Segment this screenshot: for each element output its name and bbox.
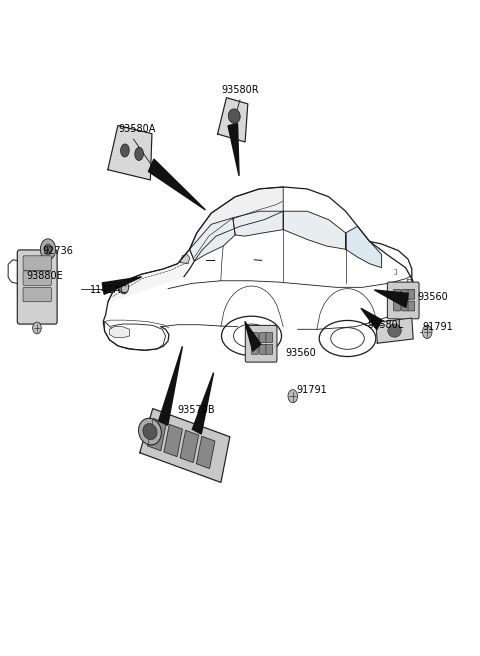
Polygon shape bbox=[184, 187, 283, 277]
FancyBboxPatch shape bbox=[245, 325, 277, 362]
Text: 93880E: 93880E bbox=[26, 270, 63, 281]
Polygon shape bbox=[407, 279, 412, 289]
FancyBboxPatch shape bbox=[387, 282, 419, 319]
FancyBboxPatch shape bbox=[408, 289, 415, 299]
Ellipse shape bbox=[143, 424, 157, 440]
Polygon shape bbox=[140, 409, 230, 482]
FancyBboxPatch shape bbox=[394, 301, 400, 311]
FancyBboxPatch shape bbox=[266, 344, 273, 354]
Polygon shape bbox=[374, 290, 408, 308]
Polygon shape bbox=[233, 211, 283, 236]
FancyBboxPatch shape bbox=[408, 301, 415, 311]
Text: 92736: 92736 bbox=[42, 245, 73, 256]
Polygon shape bbox=[164, 424, 182, 457]
FancyBboxPatch shape bbox=[17, 250, 57, 324]
Polygon shape bbox=[217, 98, 248, 142]
Polygon shape bbox=[196, 436, 215, 468]
Text: 93580R: 93580R bbox=[221, 85, 259, 95]
Circle shape bbox=[33, 322, 41, 334]
FancyBboxPatch shape bbox=[402, 289, 408, 299]
Text: 93580L: 93580L bbox=[367, 319, 404, 330]
FancyBboxPatch shape bbox=[23, 256, 51, 270]
FancyBboxPatch shape bbox=[260, 333, 266, 342]
Text: 91791: 91791 bbox=[422, 321, 453, 332]
Polygon shape bbox=[228, 123, 239, 176]
Polygon shape bbox=[346, 226, 382, 268]
Text: 1141AC: 1141AC bbox=[90, 285, 128, 295]
Circle shape bbox=[119, 281, 129, 294]
Polygon shape bbox=[192, 373, 214, 434]
Circle shape bbox=[44, 244, 52, 255]
Polygon shape bbox=[108, 249, 194, 302]
Text: 91791: 91791 bbox=[297, 384, 327, 395]
Polygon shape bbox=[108, 125, 152, 180]
Polygon shape bbox=[245, 321, 261, 351]
FancyBboxPatch shape bbox=[402, 301, 408, 311]
Circle shape bbox=[422, 325, 432, 338]
Polygon shape bbox=[361, 308, 382, 330]
Polygon shape bbox=[180, 255, 190, 264]
FancyBboxPatch shape bbox=[252, 344, 258, 354]
Polygon shape bbox=[148, 419, 166, 451]
Polygon shape bbox=[190, 218, 235, 261]
Ellipse shape bbox=[388, 324, 401, 337]
Circle shape bbox=[40, 239, 56, 260]
Text: 93560: 93560 bbox=[418, 291, 448, 302]
Ellipse shape bbox=[120, 144, 129, 157]
Text: 93580A: 93580A bbox=[118, 125, 156, 134]
Polygon shape bbox=[180, 430, 199, 462]
Ellipse shape bbox=[228, 109, 240, 123]
Polygon shape bbox=[376, 318, 413, 343]
Polygon shape bbox=[109, 327, 130, 338]
FancyBboxPatch shape bbox=[23, 271, 51, 285]
FancyBboxPatch shape bbox=[394, 289, 400, 299]
Ellipse shape bbox=[139, 419, 161, 445]
FancyBboxPatch shape bbox=[266, 333, 273, 342]
Polygon shape bbox=[283, 211, 346, 249]
Polygon shape bbox=[159, 346, 182, 425]
Text: 93560: 93560 bbox=[286, 348, 316, 358]
Text: 93570B: 93570B bbox=[178, 405, 215, 415]
Polygon shape bbox=[148, 159, 205, 210]
FancyBboxPatch shape bbox=[260, 344, 266, 354]
FancyBboxPatch shape bbox=[23, 287, 51, 302]
Circle shape bbox=[288, 390, 298, 403]
Polygon shape bbox=[102, 277, 142, 295]
Ellipse shape bbox=[135, 148, 144, 161]
FancyBboxPatch shape bbox=[252, 333, 258, 342]
